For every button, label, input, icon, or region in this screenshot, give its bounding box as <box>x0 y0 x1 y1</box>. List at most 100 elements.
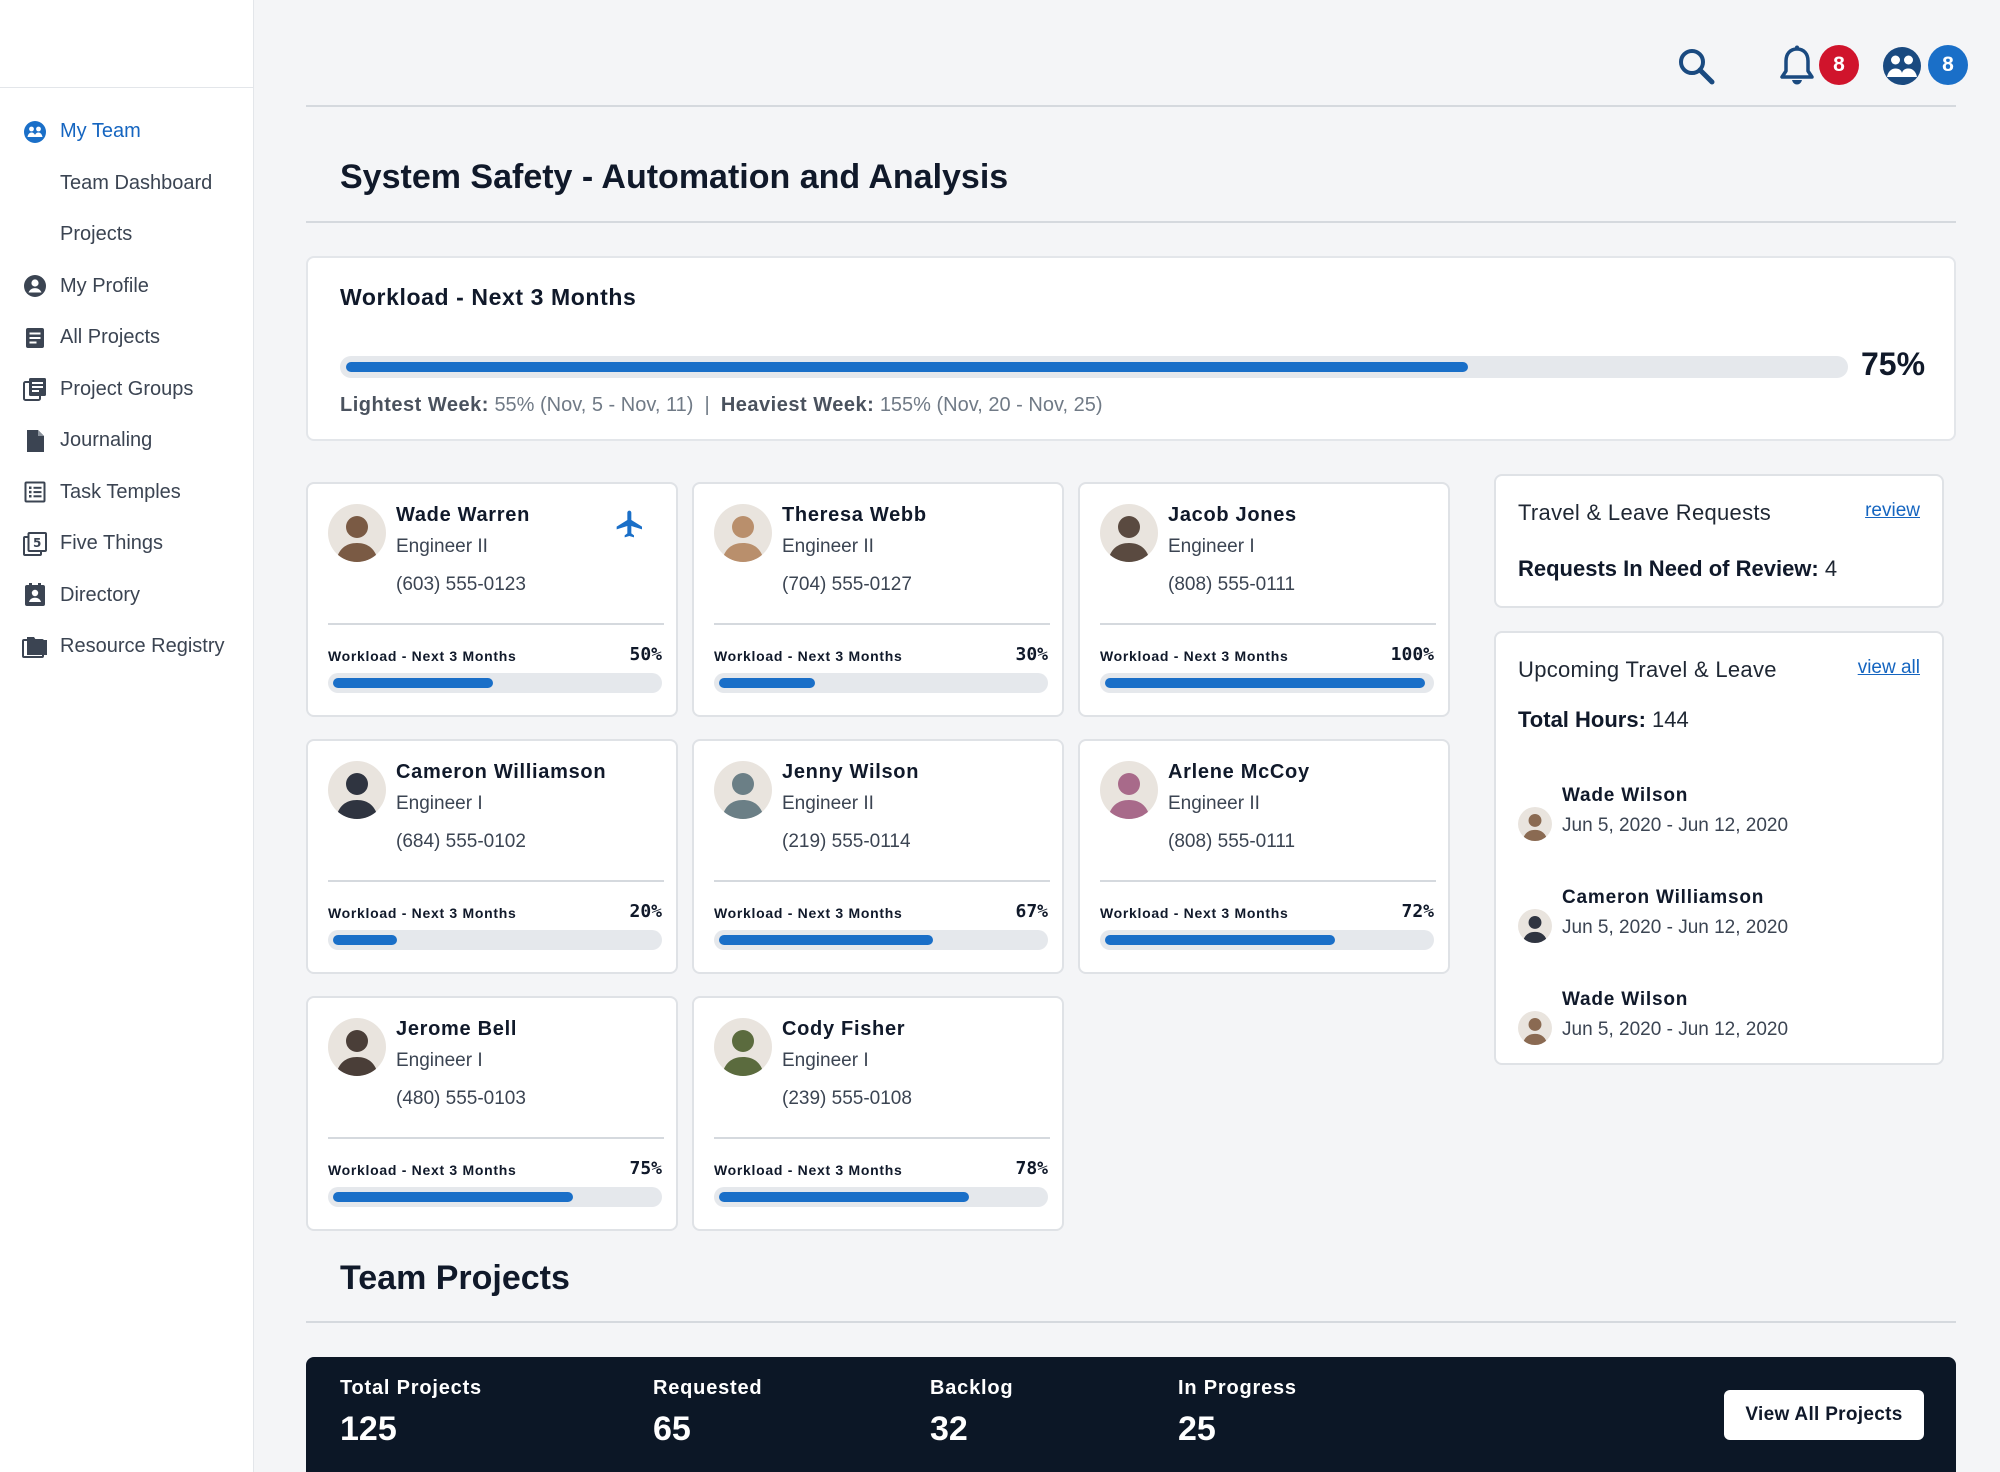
avatar <box>1518 1011 1552 1045</box>
team-member-card[interactable]: Theresa Webb Engineer II (704) 555-0127 Wor… <box>692 482 1064 717</box>
divider <box>328 623 664 625</box>
team-icon[interactable] <box>1880 44 1924 88</box>
sidebar-item-label: Directory <box>60 583 141 606</box>
upcoming-leave-item[interactable]: Wade Wilson Jun 5, 2020 - Jun 12, 2020 <box>1518 785 1918 855</box>
member-role: Engineer I <box>396 793 483 814</box>
heaviest-week-label: Heaviest Week: <box>720 394 875 416</box>
avatar <box>714 504 772 562</box>
stat-label: Total Projects <box>340 1377 482 1399</box>
sidebar-item-journaling[interactable]: Journaling <box>0 415 253 467</box>
sidebar-item-directory[interactable]: Directory <box>0 570 253 622</box>
sidebar-item-label: My Team <box>60 120 141 143</box>
member-phone: (239) 555-0108 <box>782 1088 912 1109</box>
team-member-card[interactable]: Wade Warren Engineer II (603) 555-0123 Work… <box>306 482 678 717</box>
workload-progress-fill <box>333 678 493 688</box>
member-role: Engineer II <box>782 536 874 557</box>
page-title: System Safety - Automation and Analysis <box>340 158 1009 196</box>
workload-progress-track <box>328 930 662 950</box>
requests-review-count: Requests In Need of Review: 4 <box>1518 556 1837 582</box>
workload-label: Workload - Next 3 Months <box>1100 905 1289 921</box>
divider <box>306 1321 1956 1323</box>
workload-label: Workload - Next 3 Months <box>1100 648 1289 664</box>
avatar <box>1100 761 1158 819</box>
workload-summary-card: Workload - Next 3 Months 75% Lightest We… <box>306 256 1956 441</box>
workload-progress-track <box>1100 673 1434 693</box>
upcoming-travel-leave-panel: Upcoming Travel & Leave view all Total H… <box>1494 631 1944 1065</box>
team-member-card[interactable]: Jacob Jones Engineer I (808) 555-0111 Workl… <box>1078 482 1450 717</box>
team-count-badge: 8 <box>1928 45 1968 85</box>
view-all-link[interactable]: view all <box>1857 657 1920 678</box>
contact-book-icon <box>22 582 48 608</box>
document-list-icon <box>22 325 48 351</box>
workload-percent: 50% <box>629 644 662 665</box>
requests-panel-title: Travel & Leave Requests <box>1518 500 1772 525</box>
sidebar-item-my-profile[interactable]: My Profile <box>0 261 253 313</box>
bell-icon[interactable] <box>1775 44 1819 88</box>
divider <box>714 1137 1050 1139</box>
workload-percent: 20% <box>629 901 662 922</box>
notifications-count-badge: 8 <box>1819 45 1859 85</box>
sidebar-item-label: Team Dashboard <box>60 171 213 194</box>
workload-summary-progress-fill <box>346 362 1468 372</box>
stat-in-progress: In Progress 25 <box>1178 1377 1297 1449</box>
member-name: Jerome Bell <box>396 1018 518 1040</box>
team-projects-stats-bar: Total Projects 125 Requested 65 Backlog … <box>306 1357 1956 1472</box>
workload-percent: 67% <box>1015 901 1048 922</box>
team-member-card[interactable]: Cameron Williamson Engineer I (684) 555-01… <box>306 739 678 974</box>
member-name: Jenny Wilson <box>782 761 920 783</box>
workload-progress-track <box>1100 930 1434 950</box>
weeks-separator: | <box>704 394 710 416</box>
team-icon <box>22 119 48 145</box>
member-phone: (603) 555-0123 <box>396 574 526 595</box>
stat-requested: Requested 65 <box>653 1377 762 1449</box>
stacked-documents-icon <box>22 376 48 402</box>
sidebar-item-projects[interactable]: Projects <box>0 209 253 261</box>
leave-person-name: Cameron Williamson <box>1562 887 1765 908</box>
sidebar-item-label: Projects <box>60 223 133 246</box>
leave-person-name: Wade Wilson <box>1562 989 1689 1010</box>
sidebar-item-task-temples[interactable]: Task Temples <box>0 467 253 519</box>
sidebar-item-team-dashboard[interactable]: Team Dashboard <box>0 158 253 210</box>
team-member-card[interactable]: Jerome Bell Engineer I (480) 555-0103 Workl… <box>306 996 678 1231</box>
workload-percent: 30% <box>1015 644 1048 665</box>
member-role: Engineer I <box>782 1050 869 1071</box>
leave-person-name: Wade Wilson <box>1562 785 1689 806</box>
sidebar-item-project-groups[interactable]: Project Groups <box>0 364 253 416</box>
upcoming-leave-item[interactable]: Wade Wilson Jun 5, 2020 - Jun 12, 2020 <box>1518 989 1918 1059</box>
sidebar: My Team Team Dashboard Projects My Profi… <box>0 0 254 1472</box>
stat-backlog: Backlog 32 <box>930 1377 1013 1449</box>
stat-label: Requested <box>653 1377 763 1399</box>
avatar <box>1518 909 1552 943</box>
upcoming-leave-item[interactable]: Cameron Williamson Jun 5, 2020 - Jun 12, … <box>1518 887 1918 957</box>
avatar <box>714 1018 772 1076</box>
team-member-card[interactable]: Jenny Wilson Engineer II (219) 555-0114 Wor… <box>692 739 1064 974</box>
file-icon <box>22 428 48 454</box>
workload-summary-weeks: Lightest Week: 55% (Nov, 5 - Nov, 11) | … <box>340 394 1103 417</box>
team-member-card[interactable]: Cody Fisher Engineer I (239) 555-0108 Workl… <box>692 996 1064 1231</box>
stat-label: In Progress <box>1178 1377 1297 1399</box>
sidebar-item-my-team[interactable]: My Team <box>0 106 253 158</box>
avatar <box>328 504 386 562</box>
member-phone: (808) 555-0111 <box>1168 831 1296 852</box>
lightest-week-label: Lightest Week: <box>340 394 489 416</box>
search-icon[interactable] <box>1674 44 1718 88</box>
sidebar-nav: My Team Team Dashboard Projects My Profi… <box>0 88 253 673</box>
profile-icon <box>22 273 48 299</box>
leave-dates: Jun 5, 2020 - Jun 12, 2020 <box>1562 1019 1789 1040</box>
airplane-icon[interactable] <box>614 508 646 540</box>
view-all-projects-button[interactable]: View All Projects <box>1724 1390 1924 1440</box>
review-link[interactable]: review <box>1865 500 1920 521</box>
sidebar-item-five-things[interactable]: 5 Five Things <box>0 518 253 570</box>
leave-dates: Jun 5, 2020 - Jun 12, 2020 <box>1562 815 1789 836</box>
stat-value: 25 <box>1178 1410 1216 1448</box>
member-role: Engineer I <box>396 1050 483 1071</box>
requests-review-label: Requests In Need of Review: <box>1518 556 1819 581</box>
sidebar-item-resource-registry[interactable]: Resource Registry <box>0 621 253 673</box>
member-phone: (480) 555-0103 <box>396 1088 526 1109</box>
sidebar-item-all-projects[interactable]: All Projects <box>0 312 253 364</box>
member-name: Theresa Webb <box>782 504 927 526</box>
team-member-card[interactable]: Arlene McCoy Engineer II (808) 555-0111 Wor… <box>1078 739 1450 974</box>
workload-progress-fill <box>333 1192 573 1202</box>
workload-summary-percent: 75% <box>1861 346 1926 382</box>
stat-label: Backlog <box>930 1377 1014 1399</box>
